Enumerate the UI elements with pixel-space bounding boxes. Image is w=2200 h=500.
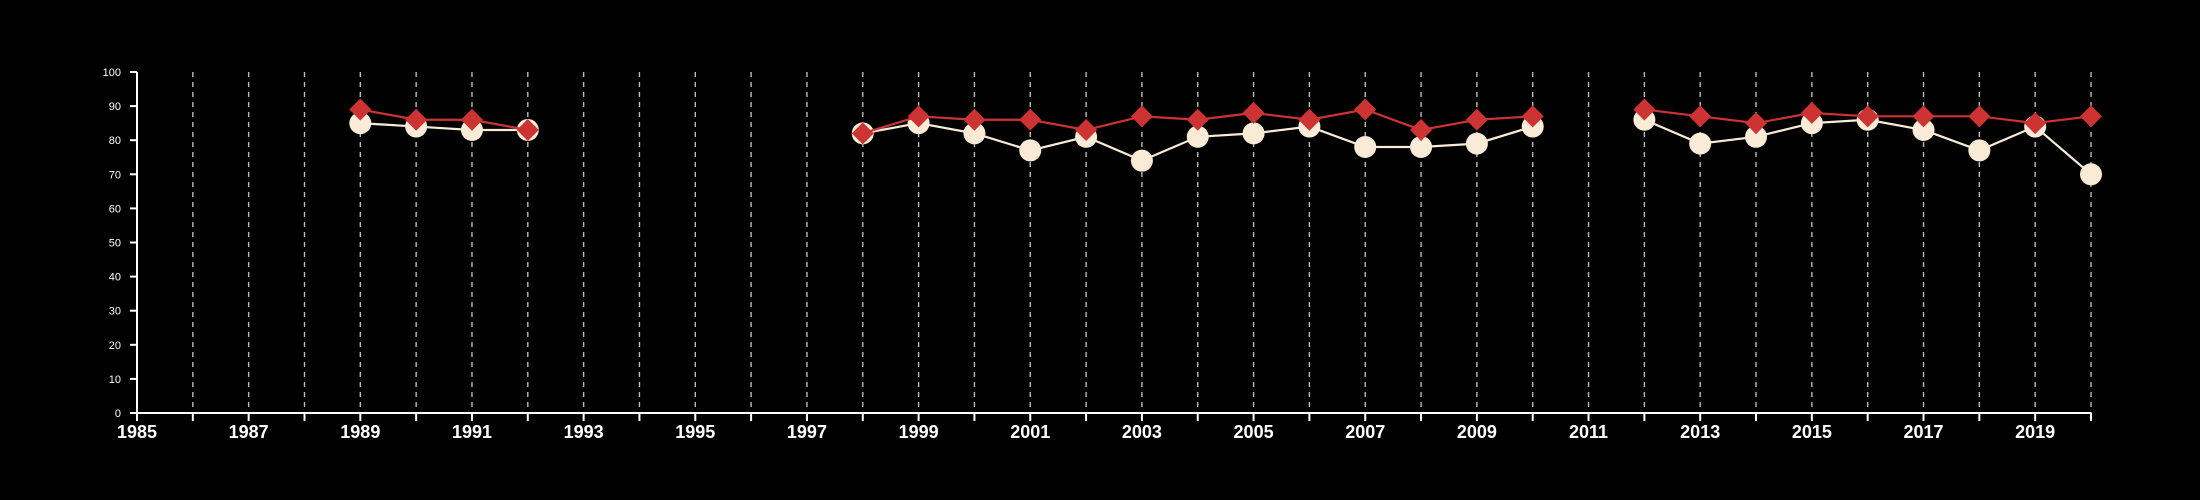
data-point-circle — [1465, 132, 1488, 155]
data-point-circle — [1968, 139, 1991, 162]
data-point-circle — [1410, 136, 1433, 159]
y-tick-label: 0 — [115, 408, 121, 420]
data-point-diamond — [1912, 105, 1935, 128]
y-tick-label: 70 — [109, 169, 121, 181]
data-point-circle — [1354, 136, 1377, 159]
data-point-diamond — [1075, 118, 1098, 141]
data-point-diamond — [349, 98, 372, 121]
data-point-circle — [1689, 132, 1712, 155]
x-tick-label: 2011 — [1569, 422, 1608, 442]
data-point-diamond — [1242, 101, 1265, 124]
data-point-diamond — [405, 108, 428, 131]
x-tick-label: 2005 — [1234, 422, 1274, 442]
data-point-diamond — [907, 105, 930, 128]
axis-layer: 1985 1987 1989 1991 1993 1995 1997 1999 2001 2003… — [103, 67, 2092, 442]
data-point-circle — [1186, 125, 1209, 148]
x-tick-label: 1997 — [787, 422, 827, 442]
data-point-diamond — [1019, 108, 1042, 131]
y-tick-label: 40 — [109, 272, 121, 284]
y-tick-label: 60 — [109, 203, 121, 215]
data-point-diamond — [1856, 105, 1879, 128]
data-point-circle — [1912, 118, 1935, 141]
data-point-diamond — [1521, 105, 1544, 128]
data-point-circle — [1019, 139, 1042, 162]
x-tick-label: 1995 — [675, 422, 715, 442]
data-point-diamond — [1800, 101, 1823, 124]
x-tick-label: 1993 — [564, 422, 604, 442]
data-point-circle — [349, 112, 372, 135]
x-tick-label: 1985 — [117, 422, 157, 442]
data-point-diamond — [1633, 98, 1656, 121]
y-tick-label: 20 — [109, 340, 121, 352]
series-line — [360, 108, 528, 132]
x-tick-label: 1999 — [899, 422, 939, 442]
data-point-circle — [1745, 125, 1768, 148]
x-tick-label: 2009 — [1457, 422, 1497, 442]
data-point-diamond — [516, 118, 539, 141]
x-tick-label: 2019 — [2015, 422, 2055, 442]
y-tick-label: 90 — [109, 101, 121, 113]
y-tick-label: 30 — [109, 306, 121, 318]
data-point-circle — [963, 122, 986, 145]
series-layer — [349, 98, 2102, 186]
data-point-diamond — [1186, 108, 1209, 131]
data-point-diamond — [1298, 108, 1321, 131]
x-tick-label: 2003 — [1122, 422, 1162, 442]
data-point-diamond — [1354, 98, 1377, 121]
data-point-diamond — [2024, 112, 2047, 135]
data-point-diamond — [1410, 118, 1433, 141]
data-point-diamond — [460, 108, 483, 131]
series-2 — [349, 98, 2102, 145]
y-tick-label: 50 — [109, 238, 121, 250]
x-tick-label: 2015 — [1792, 422, 1832, 442]
data-point-diamond — [1968, 105, 1991, 128]
y-tick-label: 100 — [103, 67, 121, 79]
y-tick-label: 80 — [109, 135, 121, 147]
data-point-diamond — [963, 108, 986, 131]
x-tick-label: 2017 — [1903, 422, 1943, 442]
y-tick-label: 10 — [109, 374, 121, 386]
data-point-diamond — [851, 122, 874, 145]
x-tick-label: 1991 — [452, 422, 492, 442]
x-tick-label: 2007 — [1345, 422, 1385, 442]
series-1 — [349, 108, 2102, 186]
x-tick-label: 1989 — [340, 422, 380, 442]
data-point-circle — [1130, 149, 1153, 172]
x-tick-label: 2001 — [1010, 422, 1050, 442]
data-point-diamond — [1465, 108, 1488, 131]
x-tick-label: 2013 — [1680, 422, 1720, 442]
data-point-circle — [1242, 122, 1265, 145]
x-tick-label: 1987 — [229, 422, 269, 442]
series-line — [360, 122, 528, 132]
data-point-diamond — [2080, 105, 2102, 128]
data-point-diamond — [1130, 105, 1153, 128]
data-point-diamond — [1689, 105, 1712, 128]
data-point-diamond — [1745, 112, 1768, 135]
data-point-circle — [2080, 163, 2102, 186]
grid-layer — [192, 72, 2092, 413]
